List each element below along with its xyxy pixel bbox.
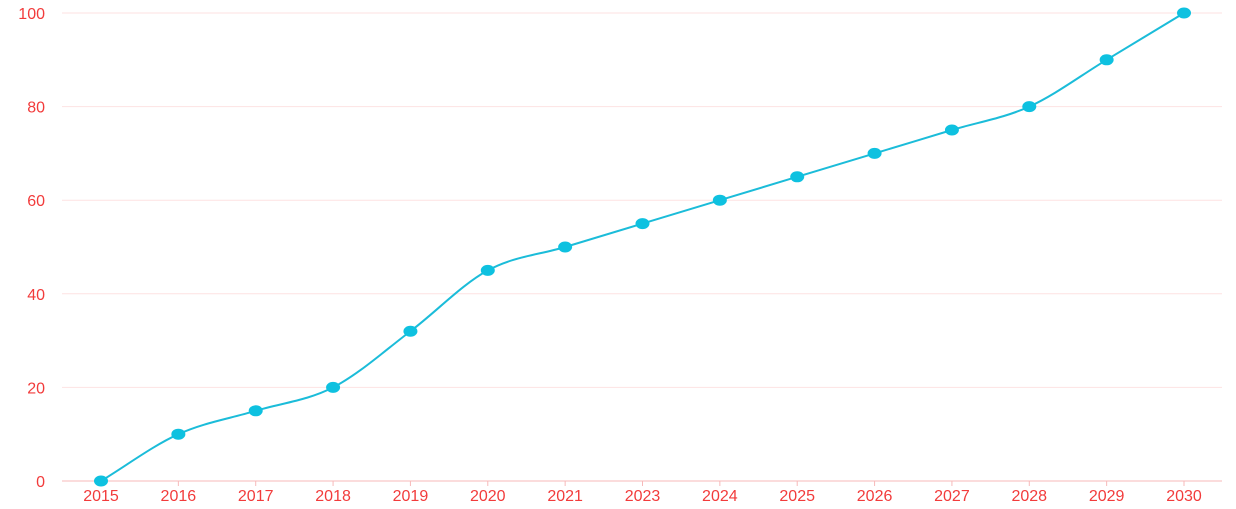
x-axis-tick-labels: 2015 2016 2017 2018 2019 2020 2021 2023 2024 2025… (83, 488, 1202, 505)
grid-lines (62, 12, 1222, 388)
x-tick-label: 2019 (393, 488, 429, 505)
y-tick-label: 40 (27, 287, 45, 304)
data-point-2024[interactable] (712, 194, 727, 206)
x-tick-label: 2021 (547, 488, 583, 505)
data-point-2018[interactable] (326, 381, 341, 393)
x-tick-label: 2016 (161, 488, 197, 505)
data-point-2017[interactable] (248, 405, 263, 417)
data-point-2020[interactable] (480, 264, 495, 276)
x-tick-label: 2029 (1089, 488, 1125, 505)
y-tick-label: 60 (27, 193, 45, 210)
x-tick-label: 2023 (625, 488, 661, 505)
data-point-2023[interactable] (635, 218, 650, 230)
data-point-2016[interactable] (171, 428, 186, 440)
y-tick-label: 100 (18, 6, 45, 23)
data-points (94, 7, 1191, 487)
y-tick-label: 20 (27, 380, 45, 397)
x-tick-label: 2028 (1011, 488, 1047, 505)
data-point-2015[interactable] (94, 475, 108, 487)
data-point-2028[interactable] (1022, 101, 1037, 113)
x-tick-label: 2015 (83, 488, 119, 505)
y-tick-label: 0 (36, 474, 45, 491)
y-axis-tick-labels: 0 20 40 60 80 100 (18, 6, 45, 491)
x-tick-label: 2026 (857, 488, 893, 505)
data-point-2025[interactable] (790, 171, 805, 183)
x-tick-label: 2025 (779, 488, 815, 505)
data-point-2029[interactable] (1099, 54, 1114, 66)
x-tick-label: 2020 (470, 488, 506, 505)
x-tick-label: 2018 (315, 488, 351, 505)
data-point-2027[interactable] (944, 124, 959, 136)
y-tick-label: 80 (27, 100, 45, 117)
x-tick-label: 2017 (238, 488, 274, 505)
x-tick-label: 2030 (1166, 488, 1202, 505)
series-line-layer (100, 12, 1185, 482)
x-tick-label: 2024 (702, 488, 738, 505)
x-tick-label: 2027 (934, 488, 970, 505)
data-point-2030[interactable] (1177, 7, 1191, 19)
series-line (100, 12, 1185, 482)
data-point-2021[interactable] (558, 241, 573, 253)
data-point-2019[interactable] (403, 325, 418, 337)
data-point-2026[interactable] (867, 147, 882, 159)
x-axis (62, 480, 1222, 486)
